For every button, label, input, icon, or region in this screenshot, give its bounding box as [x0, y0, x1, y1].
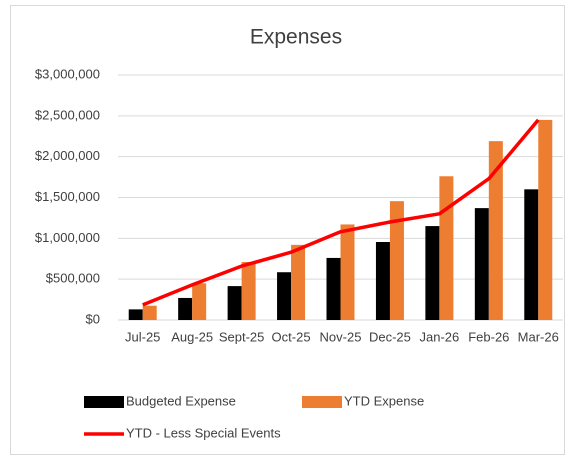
legend-swatch: [302, 396, 342, 408]
bar: [178, 297, 193, 320]
bar: [326, 257, 341, 320]
bar: [241, 262, 256, 320]
bar: [425, 226, 440, 320]
bar: [142, 305, 157, 320]
bar: [227, 286, 242, 320]
bar: [524, 189, 539, 320]
x-tick-label: Aug-25: [171, 329, 213, 344]
bar: [538, 119, 553, 321]
line: [142, 118, 540, 307]
legend-label: YTD Expense: [344, 393, 424, 408]
y-tick-label: $1,000,000: [35, 230, 100, 245]
bar: [439, 176, 454, 320]
bar: [375, 242, 390, 320]
x-tick-label: Dec-25: [369, 329, 411, 344]
y-tick-label: $3,000,000: [35, 66, 100, 81]
bar: [474, 208, 489, 320]
bar: [128, 309, 143, 320]
x-tick-label: Jan-26: [420, 329, 460, 344]
y-tick-label: $1,500,000: [35, 189, 100, 204]
legend-swatch: [84, 396, 124, 408]
x-tick-label: Feb-26: [468, 329, 509, 344]
y-tick-label: $500,000: [46, 271, 100, 286]
bar: [488, 141, 503, 320]
x-tick-label: Nov-25: [320, 329, 362, 344]
bar: [277, 272, 292, 320]
bar: [291, 244, 306, 320]
y-tick-label: $2,500,000: [35, 107, 100, 122]
x-tick-label: Mar-26: [518, 329, 559, 344]
bar: [389, 201, 404, 320]
chart-border: [10, 5, 565, 455]
x-tick-label: Jul-25: [125, 329, 160, 344]
y-tick-label: $2,000,000: [35, 148, 100, 163]
y-tick-label: $0: [86, 311, 100, 326]
legend-label: YTD - Less Special Events: [126, 425, 281, 440]
x-tick-label: Sept-25: [219, 329, 265, 344]
legend-label: Budgeted Expense: [126, 393, 236, 408]
bar: [192, 283, 207, 320]
bar: [340, 224, 355, 320]
x-tick-label: Oct-25: [272, 329, 311, 344]
chart-title: Expenses: [250, 26, 342, 49]
